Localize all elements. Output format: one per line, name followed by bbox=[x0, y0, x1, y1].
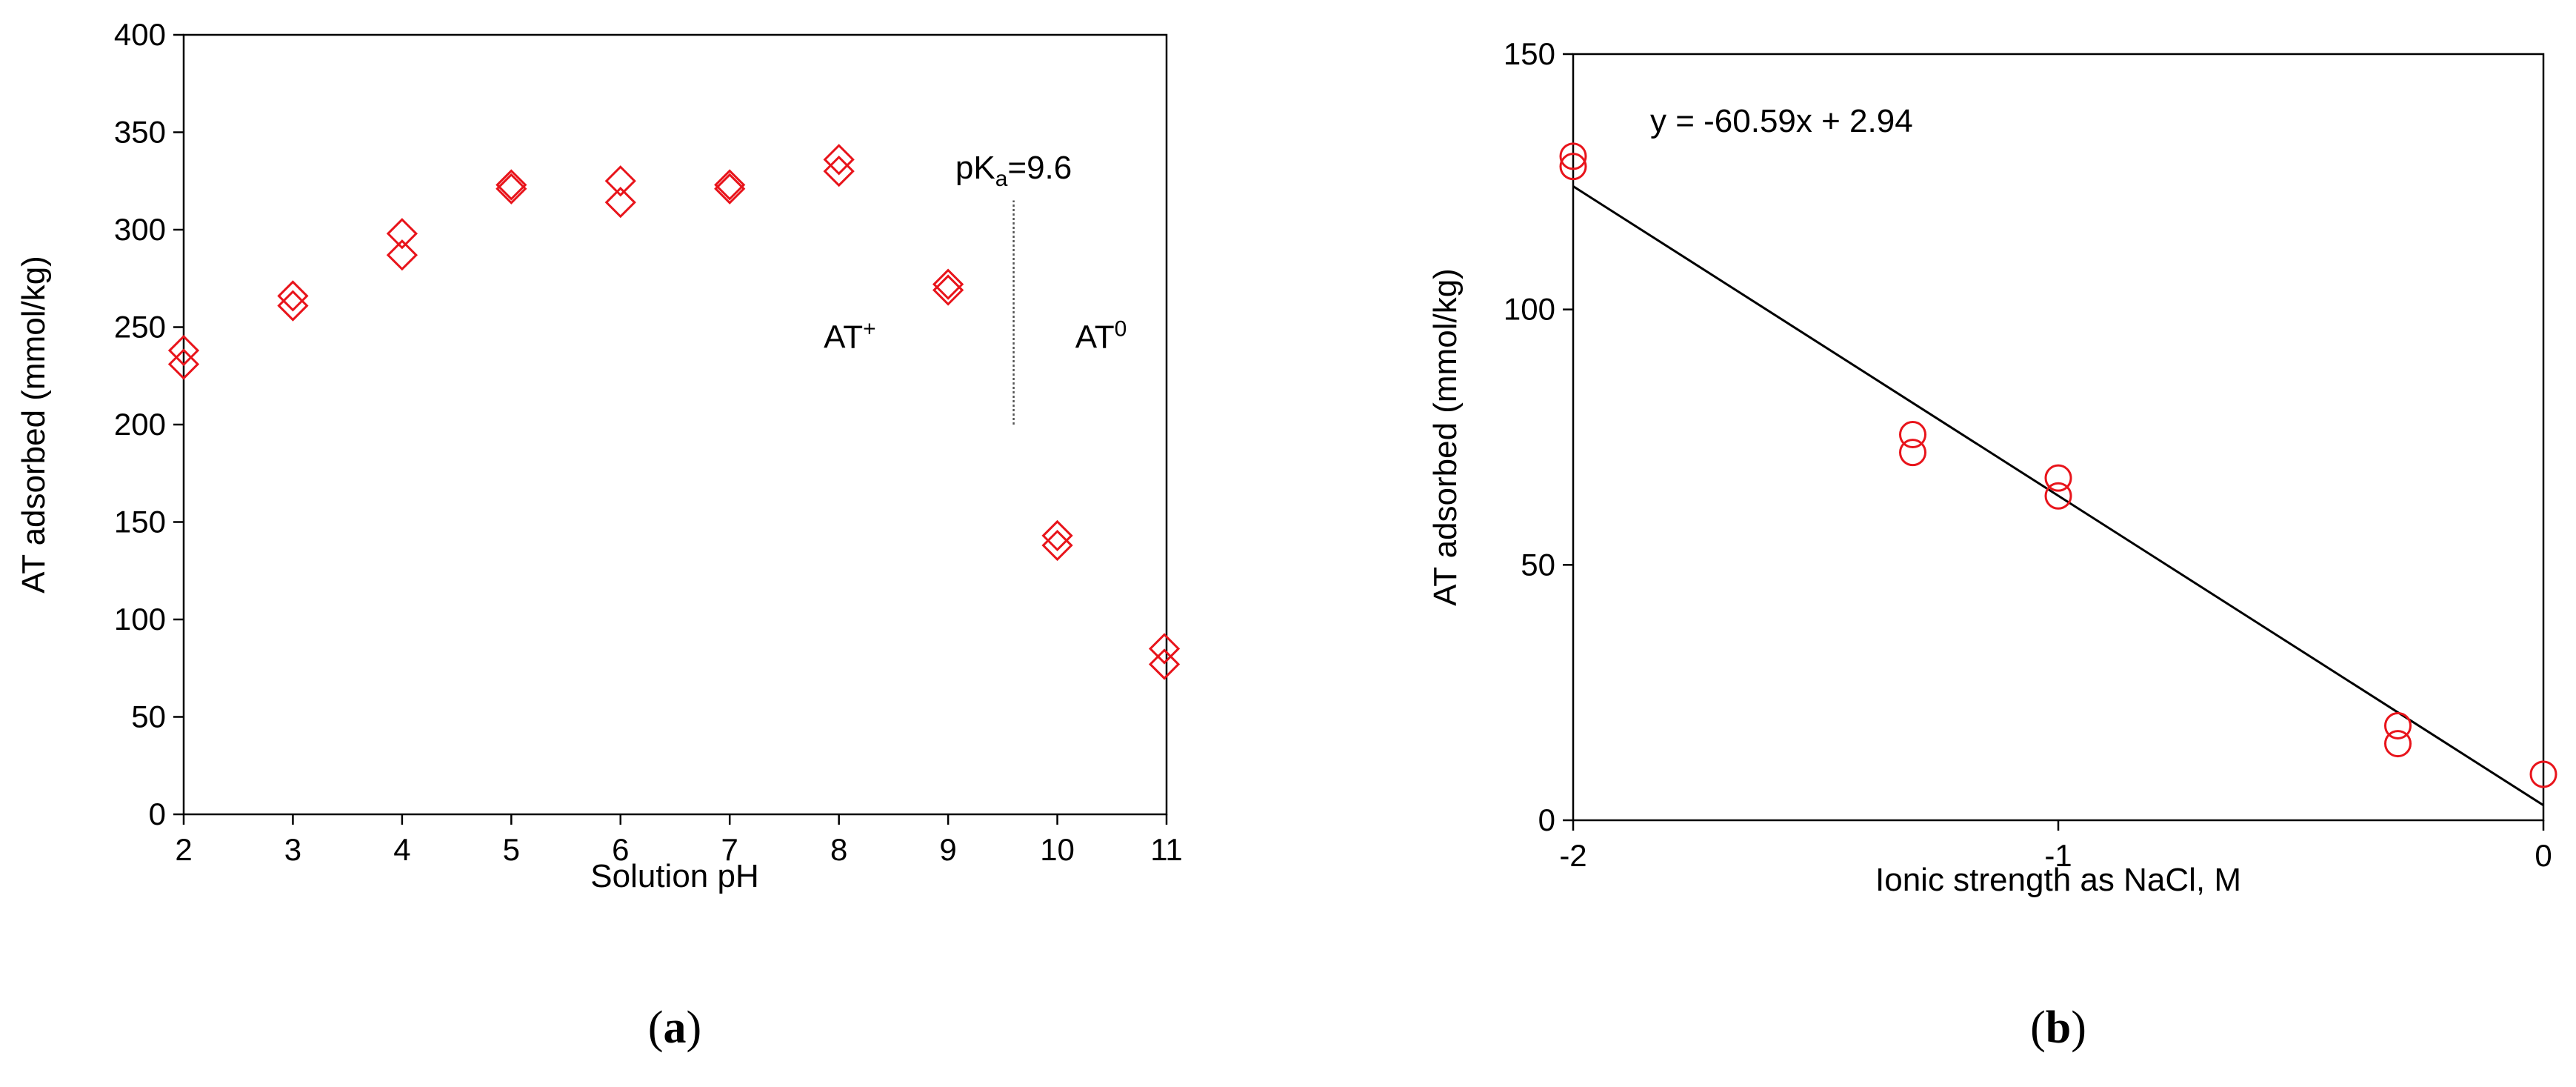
panel-label-b-letter: b bbox=[2046, 1003, 2071, 1053]
data-point-a-12 bbox=[823, 144, 855, 176]
data-point-b-3 bbox=[1899, 439, 1926, 467]
a-xtick-label-2: 4 bbox=[393, 832, 410, 867]
data-point-a-2 bbox=[277, 280, 309, 312]
data-point-b-6 bbox=[2384, 711, 2412, 739]
a-ytick-label-0: 0 bbox=[149, 797, 166, 831]
a-ytick-label-7: 350 bbox=[114, 115, 166, 150]
chart-panel-b: 0 50 100 150 -2 -1 0 y = -60.59x + 2.94 Ionic… bbox=[1427, 36, 2557, 1053]
b-xtick-label-1: -1 bbox=[2044, 838, 2072, 873]
panel-label-a-open: ( bbox=[648, 1003, 664, 1053]
pka-annotation-subscript: a bbox=[995, 167, 1008, 191]
a-xtick-label-5: 7 bbox=[721, 832, 738, 867]
x-axis-title-a: Solution pH bbox=[590, 858, 758, 894]
data-point-a-5 bbox=[386, 239, 418, 271]
species-cationic-superscript: + bbox=[863, 317, 876, 342]
b-xtick-label-0: -2 bbox=[1559, 838, 1586, 873]
data-point-a-19 bbox=[1148, 648, 1181, 680]
b-ytick-label-2: 100 bbox=[1504, 292, 1555, 327]
a-ytick-label-5: 250 bbox=[114, 310, 166, 345]
data-point-b-4 bbox=[2044, 464, 2072, 492]
species-label-cationic: AT+ bbox=[824, 317, 876, 356]
species-label-neutral: AT0 bbox=[1075, 317, 1127, 356]
y-axis-a: 0 50 100 150 200 250 300 350 400 bbox=[114, 17, 184, 831]
y-axis-title-a: AT adsorbed (mmol/kg) bbox=[16, 256, 52, 594]
a-xtick-label-9: 11 bbox=[1150, 832, 1183, 867]
data-point-a-10 bbox=[714, 169, 746, 201]
data-point-a-0 bbox=[167, 334, 200, 367]
b-ytick-label-1: 50 bbox=[1521, 547, 1555, 582]
a-xtick-label-6: 8 bbox=[830, 832, 847, 867]
data-point-a-14 bbox=[932, 268, 964, 300]
data-point-a-1 bbox=[167, 348, 200, 380]
x-axis-b: -2 -1 0 bbox=[1559, 820, 2552, 873]
data-point-a-6 bbox=[495, 169, 527, 201]
plot-area-b bbox=[1572, 53, 2545, 822]
a-ytick-label-4: 200 bbox=[114, 407, 166, 442]
data-point-b-7 bbox=[2384, 730, 2412, 758]
data-point-a-16 bbox=[1041, 519, 1073, 552]
panel-label-a: (a) bbox=[648, 1003, 701, 1053]
a-xtick-label-7: 9 bbox=[939, 832, 956, 867]
data-point-a-15 bbox=[932, 274, 964, 306]
data-point-b-8 bbox=[2529, 760, 2557, 788]
pka-annotation: pKa=9.6 bbox=[955, 150, 1072, 191]
trendline-equation: y = -60.59x + 2.94 bbox=[1650, 103, 1913, 139]
series-b-points bbox=[1559, 142, 2557, 788]
data-point-a-13 bbox=[823, 155, 855, 187]
x-axis-a: 2 3 4 5 6 7 8 9 10 11 bbox=[175, 814, 1183, 867]
data-point-a-7 bbox=[495, 173, 527, 205]
a-xtick-label-3: 5 bbox=[503, 832, 520, 867]
b-ytick-label-3: 150 bbox=[1504, 36, 1555, 71]
panel-label-a-close: ) bbox=[687, 1003, 702, 1053]
trendline bbox=[1572, 185, 2544, 806]
b-xtick-label-2: 0 bbox=[2535, 838, 2552, 873]
data-point-a-17 bbox=[1041, 529, 1073, 562]
data-point-a-4 bbox=[386, 218, 418, 250]
a-xtick-label-8: 10 bbox=[1040, 832, 1075, 867]
data-point-a-11 bbox=[714, 173, 746, 205]
chart-panel-a: 0 50 100 150 200 250 300 350 400 2 3 4 5 6 7 8 9 10 11 pK… bbox=[16, 17, 1183, 1053]
data-point-b-5 bbox=[2044, 482, 2072, 510]
data-point-a-8 bbox=[604, 165, 636, 197]
pka-annotation-value: =9.6 bbox=[1007, 150, 1072, 186]
panel-label-b: (b) bbox=[2030, 1003, 2086, 1053]
panel-label-a-letter: a bbox=[664, 1003, 687, 1053]
y-axis-b: 0 50 100 150 bbox=[1504, 36, 1573, 837]
a-ytick-label-8: 400 bbox=[114, 17, 166, 52]
data-point-b-2 bbox=[1899, 421, 1926, 449]
species-cationic-base: AT bbox=[824, 319, 863, 356]
a-ytick-label-1: 50 bbox=[131, 699, 166, 734]
data-point-a-18 bbox=[1148, 633, 1181, 665]
x-axis-title-b: Ionic strength as NaCl, M bbox=[1875, 862, 2241, 898]
data-point-b-0 bbox=[1559, 142, 1587, 170]
a-ytick-label-2: 100 bbox=[114, 602, 166, 636]
data-point-a-9 bbox=[604, 187, 636, 219]
species-neutral-superscript: 0 bbox=[1115, 317, 1127, 342]
a-ytick-label-6: 300 bbox=[114, 212, 166, 247]
b-ytick-label-0: 0 bbox=[1538, 802, 1555, 837]
panel-label-b-close: ) bbox=[2071, 1003, 2086, 1053]
a-xtick-label-4: 6 bbox=[612, 832, 629, 867]
data-point-b-1 bbox=[1559, 153, 1587, 181]
y-axis-title-b: AT adsorbed (mmol/kg) bbox=[1427, 268, 1464, 606]
data-point-a-3 bbox=[277, 290, 309, 322]
pka-annotation-base: pK bbox=[955, 150, 995, 186]
a-ytick-label-3: 150 bbox=[114, 505, 166, 539]
a-xtick-label-0: 2 bbox=[175, 832, 192, 867]
series-a-points bbox=[167, 144, 1181, 680]
a-xtick-label-1: 3 bbox=[284, 832, 301, 867]
species-neutral-base: AT bbox=[1075, 319, 1115, 356]
panel-label-b-open: ( bbox=[2030, 1003, 2046, 1053]
